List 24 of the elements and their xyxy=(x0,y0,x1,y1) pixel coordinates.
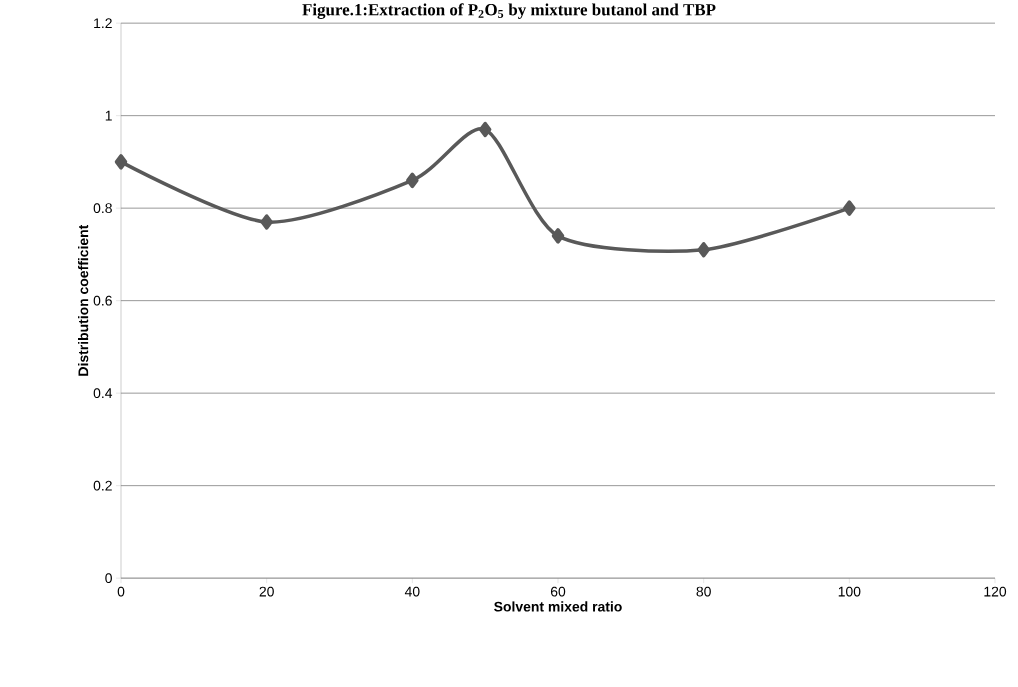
y-tick-label: 0.2 xyxy=(93,480,112,491)
point xyxy=(551,228,565,244)
point xyxy=(114,154,128,170)
y-axis-title: Distribution coefficient xyxy=(78,224,89,376)
chart-title: Figure.1:Extraction of P$_{2}$O$_{5}$ by mixture butanol and TBP xyxy=(302,3,716,19)
point xyxy=(406,172,419,189)
point xyxy=(260,214,273,230)
x-tick-label: 0 xyxy=(117,586,125,597)
point xyxy=(843,200,856,216)
point xyxy=(697,241,710,258)
x-tick-label: 100 xyxy=(838,586,861,597)
x-axis-title: Solvent mixed ratio xyxy=(494,601,622,612)
x-tick-label: 60 xyxy=(550,586,566,597)
y-tick-label: 0.6 xyxy=(93,295,112,306)
y-tick-label: 1 xyxy=(105,110,112,121)
y-tick-label: 0 xyxy=(105,573,112,584)
y-tick-label: 0.8 xyxy=(93,203,112,214)
x-tick-label: 20 xyxy=(259,586,274,597)
y-tick-label: 0.4 xyxy=(93,388,113,399)
y-tick-label: 1.2 xyxy=(94,18,112,28)
x-tick-label: 80 xyxy=(696,586,711,597)
point xyxy=(478,121,492,138)
x-tick-label: 40 xyxy=(404,586,420,597)
x-tick-label: 120 xyxy=(984,586,1007,597)
